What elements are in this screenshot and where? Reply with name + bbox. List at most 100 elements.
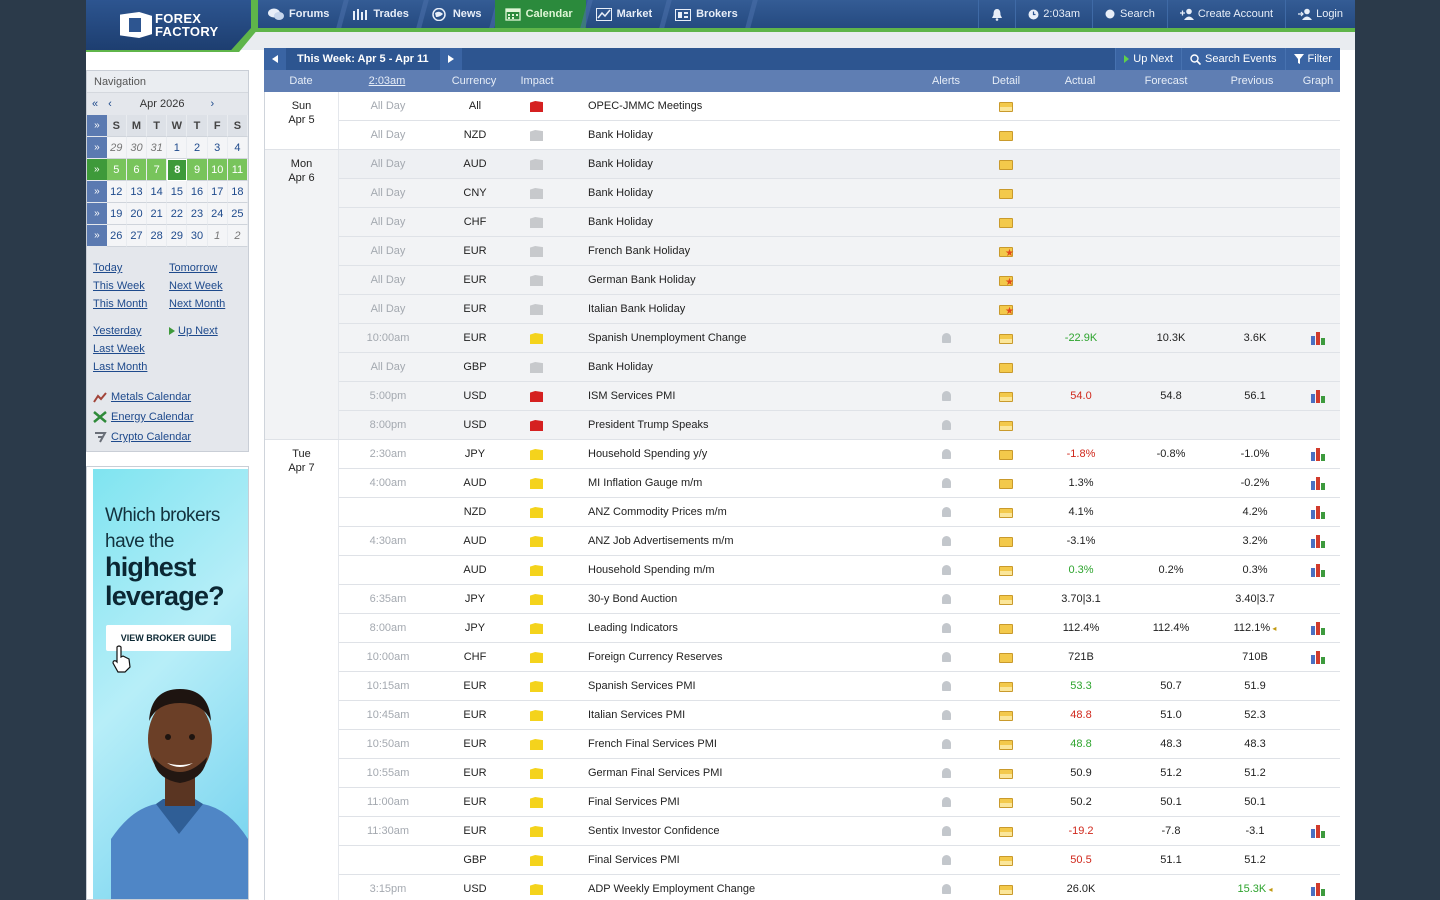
select-week-button[interactable]: » (87, 203, 107, 225)
alert-button[interactable] (937, 585, 957, 614)
detail-button[interactable] (997, 875, 1017, 900)
link-metals-calendar[interactable]: Metals Calendar (111, 391, 192, 403)
revision-icon[interactable]: ◂ (1270, 624, 1277, 633)
event-title[interactable]: Bank Holiday (588, 361, 653, 373)
calendar-day[interactable]: 3 (207, 137, 228, 159)
calendar-row[interactable]: All Day EUR German Bank Holiday (265, 266, 1340, 297)
calendar-day[interactable]: 22 (167, 203, 188, 225)
detail-button[interactable] (997, 353, 1017, 382)
detail-button[interactable] (997, 469, 1017, 498)
event-title[interactable]: German Final Services PMI (588, 767, 723, 779)
graph-button[interactable] (1309, 498, 1327, 527)
alert-button[interactable] (937, 324, 957, 353)
calendar-day[interactable]: 7 (147, 159, 168, 181)
graph-button[interactable] (1309, 643, 1327, 672)
calendar-row[interactable]: All Day CNY Bank Holiday (265, 179, 1340, 208)
event-title[interactable]: Final Services PMI (588, 854, 680, 866)
detail-button[interactable] (997, 440, 1017, 469)
event-title[interactable]: Bank Holiday (588, 129, 653, 141)
calendar-day[interactable]: 1 (207, 225, 228, 247)
calendar-day[interactable]: 20 (126, 203, 148, 225)
calendar-day[interactable]: 21 (147, 203, 168, 225)
link-energy-calendar[interactable]: Energy Calendar (111, 411, 194, 423)
calendar-row[interactable]: All Day CHF Bank Holiday (265, 208, 1340, 237)
search-button[interactable]: Search (1092, 0, 1167, 28)
next-week-button[interactable] (440, 48, 462, 70)
detail-button[interactable] (997, 92, 1017, 121)
event-title[interactable]: OPEC-JMMC Meetings (588, 100, 703, 112)
detail-button[interactable] (997, 382, 1017, 411)
event-title[interactable]: Spanish Services PMI (588, 680, 696, 692)
calendar-row[interactable]: 10:55am EUR German Final Services PMI 50.9 5… (265, 759, 1340, 788)
calendar-row[interactable]: AUD Household Spending m/m 0.3% 0.2% 0.3% (265, 556, 1340, 585)
prev-month-button[interactable]: ‹ (108, 98, 112, 110)
event-title[interactable]: Bank Holiday (588, 216, 653, 228)
calendar-row[interactable]: 10:00am EUR Spanish Unemployment Change -22… (265, 324, 1340, 353)
graph-button[interactable] (1309, 875, 1327, 900)
tab-forums[interactable]: Forums (258, 0, 342, 28)
notifications-button[interactable] (978, 0, 1015, 28)
calendar-row[interactable]: GBP Final Services PMI 50.5 51.1 51.2 (265, 846, 1340, 875)
graph-button[interactable] (1309, 469, 1327, 498)
link-last-month[interactable]: Last Month (93, 361, 148, 373)
metals-calendar-row[interactable]: Metals Calendar (93, 387, 243, 407)
calendar-day[interactable]: 30 (187, 225, 208, 247)
graph-button[interactable] (1309, 527, 1327, 556)
calendar-day[interactable]: 4 (227, 137, 248, 159)
event-title[interactable]: Final Services PMI (588, 796, 680, 808)
calendar-day[interactable]: 23 (187, 203, 208, 225)
calendar-day[interactable]: 19 (106, 203, 127, 225)
calendar-day[interactable]: 13 (126, 181, 148, 203)
col-time[interactable]: 2:03am (368, 75, 406, 87)
select-week-button[interactable]: » (87, 181, 107, 203)
event-title[interactable]: Italian Bank Holiday (588, 303, 686, 315)
crypto-calendar-row[interactable]: Crypto Calendar (93, 427, 243, 447)
calendar-day[interactable]: 16 (187, 181, 208, 203)
calendar-day[interactable]: 17 (207, 181, 228, 203)
detail-button[interactable] (997, 527, 1017, 556)
detail-button[interactable] (997, 846, 1017, 875)
tab-market[interactable]: Market (586, 0, 665, 28)
revision-icon[interactable]: ◂ (1266, 885, 1273, 894)
calendar-row[interactable]: 4:00am AUD MI Inflation Gauge m/m 1.3% -0.2% (265, 469, 1340, 498)
alert-button[interactable] (937, 846, 957, 875)
event-title[interactable]: Italian Services PMI (588, 709, 686, 721)
event-title[interactable]: French Final Services PMI (588, 738, 717, 750)
alert-button[interactable] (937, 440, 957, 469)
view-broker-guide-button[interactable]: VIEW BROKER GUIDE (106, 625, 231, 651)
link-up-next[interactable]: Up Next (178, 325, 218, 337)
calendar-row[interactable]: All Day All OPEC-JMMC Meetings (265, 92, 1340, 121)
link-yesterday[interactable]: Yesterday (93, 325, 142, 337)
detail-button[interactable] (997, 614, 1017, 643)
calendar-day[interactable]: 9 (187, 159, 208, 181)
calendar-day[interactable]: 10 (207, 159, 228, 181)
select-week-button[interactable]: » (87, 225, 107, 247)
link-crypto-calendar[interactable]: Crypto Calendar (111, 431, 192, 443)
detail-button[interactable] (997, 585, 1017, 614)
energy-calendar-row[interactable]: Energy Calendar (93, 407, 243, 427)
select-week-button[interactable]: » (87, 137, 107, 159)
calendar-day[interactable]: 31 (147, 137, 168, 159)
calendar-day[interactable]: 15 (167, 181, 188, 203)
search-events-button[interactable]: Search Events (1181, 48, 1285, 70)
calendar-row[interactable]: All Day AUD Bank Holiday (265, 150, 1340, 179)
detail-button[interactable] (997, 179, 1017, 208)
detail-button[interactable] (997, 672, 1017, 701)
calendar-day[interactable]: 27 (126, 225, 148, 247)
tab-news[interactable]: News (422, 0, 495, 28)
calendar-day[interactable]: 5 (106, 159, 127, 181)
detail-button[interactable] (997, 121, 1017, 150)
link-next-month[interactable]: Next Month (169, 298, 226, 310)
detail-button[interactable] (997, 730, 1017, 759)
calendar-day[interactable]: 26 (106, 225, 127, 247)
event-title[interactable]: ADP Weekly Employment Change (588, 883, 756, 895)
event-title[interactable]: 30-y Bond Auction (588, 593, 678, 605)
calendar-day[interactable]: 14 (147, 181, 168, 203)
event-title[interactable]: Foreign Currency Reserves (588, 651, 723, 663)
prev-week-button[interactable] (264, 48, 286, 70)
login-button[interactable]: Login (1285, 0, 1355, 28)
calendar-day[interactable]: 25 (227, 203, 248, 225)
calendar-row[interactable]: All Day EUR Italian Bank Holiday (265, 295, 1340, 326)
graph-button[interactable] (1309, 556, 1327, 585)
alert-button[interactable] (937, 730, 957, 759)
